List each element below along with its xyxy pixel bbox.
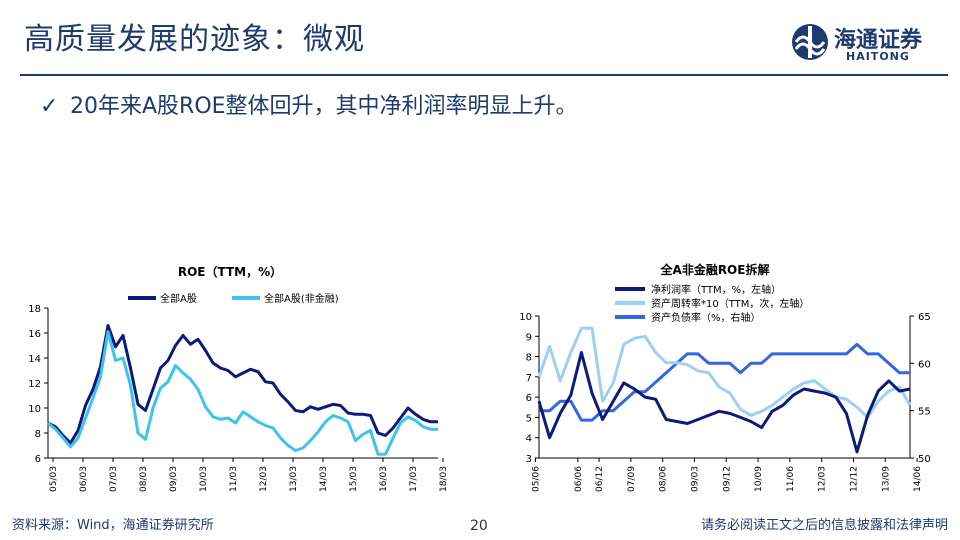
chart1-legend-label-1: 全部A股(非金融) — [264, 292, 339, 305]
chart2-left-tick-label: 3 — [526, 454, 532, 465]
chart2-right-tick-label: 65 — [918, 312, 930, 323]
chart1-x-tick-label: 13/03 — [289, 466, 299, 492]
chart1-y-tick-label: 12 — [28, 379, 41, 390]
haitong-emblem-icon — [792, 24, 828, 60]
chart1-x-tick-label: 17/03 — [409, 466, 419, 492]
chart2-series-1-line — [537, 326, 912, 419]
chart1-x-tick-label: 16/03 — [379, 466, 389, 492]
title-divider — [20, 74, 948, 76]
roe-decomposition-chart: 全A非金融ROE拆解 净利润率（TTM，%，左轴） 资产周转率*10（TTM，次… — [519, 262, 930, 492]
chart1-x-tick-label: 18/03 — [439, 466, 449, 492]
chart1-y-tick-label: 8 — [35, 429, 41, 440]
chart1-series-0-line — [47, 324, 438, 445]
key-point-text: 20年来A股ROE整体回升，其中净利润率明显上升。 — [70, 94, 578, 119]
chart2-x-tick-label: 08/06 — [659, 466, 669, 492]
chart2-legend-label-1: 资产周转率*10（TTM，次，左轴） — [651, 297, 809, 310]
chart2-x-tick-label: 06/12 — [595, 466, 605, 492]
chart1-y-tick-label: 14 — [28, 354, 41, 365]
chart1-x-tick-label: 08/03 — [139, 466, 149, 492]
chart1-x-tick-label: 15/03 — [349, 466, 359, 492]
chart2-x-tick-label: 12/03 — [818, 466, 828, 492]
chart2-x-tick-label: 09/12 — [722, 466, 732, 492]
chart2-legend-label-0: 净利润率（TTM，%，左轴） — [651, 283, 781, 296]
chart2-left-tick-label: 8 — [526, 353, 532, 364]
logo-chinese-text: 海通证券 — [834, 28, 923, 53]
chart2-left-tick-label: 4 — [526, 434, 532, 445]
disclaimer: 请务必阅读正文之后的信息披露和法律声明 — [700, 518, 948, 533]
chart1-y-tick-label: 6 — [35, 454, 41, 465]
chart1-legend-label-0: 全部A股 — [160, 292, 197, 305]
chart2-left-tick-label: 7 — [526, 373, 532, 384]
chart1-x-tick-label: 11/03 — [229, 466, 239, 492]
chart2-left-tick-label: 6 — [526, 393, 532, 404]
roe-chart: ROE（TTM，%） 全部A股 全部A股(非金融) 6 8 10 12 14 16 18 05… — [28, 264, 449, 492]
chart2-right-tick-label: 60 — [918, 359, 930, 370]
page-number: 20 — [470, 518, 488, 534]
chart2-x-tick-label: 13/09 — [881, 466, 891, 492]
chart2-x-tick-label: 07/09 — [627, 466, 637, 492]
chart2-right-tick-label: 55 — [918, 407, 930, 418]
chart1-x-tick-label: 14/03 — [319, 466, 329, 492]
chart2-title: 全A非金融ROE拆解 — [660, 262, 770, 277]
chart1-x-tick-label: 06/03 — [79, 466, 89, 492]
source-note: 资料来源：Wind，海通证券研究所 — [12, 518, 214, 533]
chart1-series-1-line — [47, 330, 438, 456]
logo-english-text: HAITONG — [846, 50, 910, 63]
chart2-left-tick-label: 5 — [526, 413, 532, 424]
chart1-title: ROE（TTM，%） — [178, 264, 282, 279]
chart1-x-tick-label: 12/03 — [259, 466, 269, 492]
chart2-x-tick-label: 09/03 — [690, 466, 700, 492]
chart2-right-tick-label: 50 — [918, 454, 930, 465]
chart2-legend-label-2: 资产负债率（%，右轴） — [651, 311, 761, 324]
haitong-logo: 海通证券 HAITONG — [790, 20, 940, 68]
key-point: ✓ 20年来A股ROE整体回升，其中净利润率明显上升。 — [40, 88, 578, 120]
chart2-series-0-line — [537, 351, 911, 454]
chart2-x-tick-label: 12/12 — [849, 466, 859, 492]
chart1-y-tick-label: 16 — [28, 329, 41, 340]
chart2-left-tick-label: 9 — [526, 332, 532, 343]
chart2-x-tick-label: 14/06 — [913, 466, 923, 492]
chart2-x-tick-label: 10/09 — [754, 466, 764, 492]
chart2-left-tick-label: 10 — [519, 312, 532, 323]
chart1-y-tick-label: 18 — [28, 304, 41, 315]
chart1-x-tick-label: 05/03 — [49, 466, 59, 492]
chart2-x-tick-label: 05/06 — [531, 466, 541, 492]
chart1-x-tick-label: 10/03 — [199, 466, 209, 492]
chart1-y-tick-label: 10 — [28, 404, 41, 415]
chart1-x-tick-label: 09/03 — [169, 466, 179, 492]
chart2-x-tick-label: 06/06 — [574, 466, 584, 492]
checkmark-icon: ✓ — [40, 94, 59, 119]
page-title: 高质量发展的迹象：微观 — [24, 22, 365, 57]
chart1-x-tick-label: 07/03 — [109, 466, 119, 492]
chart2-x-tick-label: 11/06 — [786, 466, 796, 492]
